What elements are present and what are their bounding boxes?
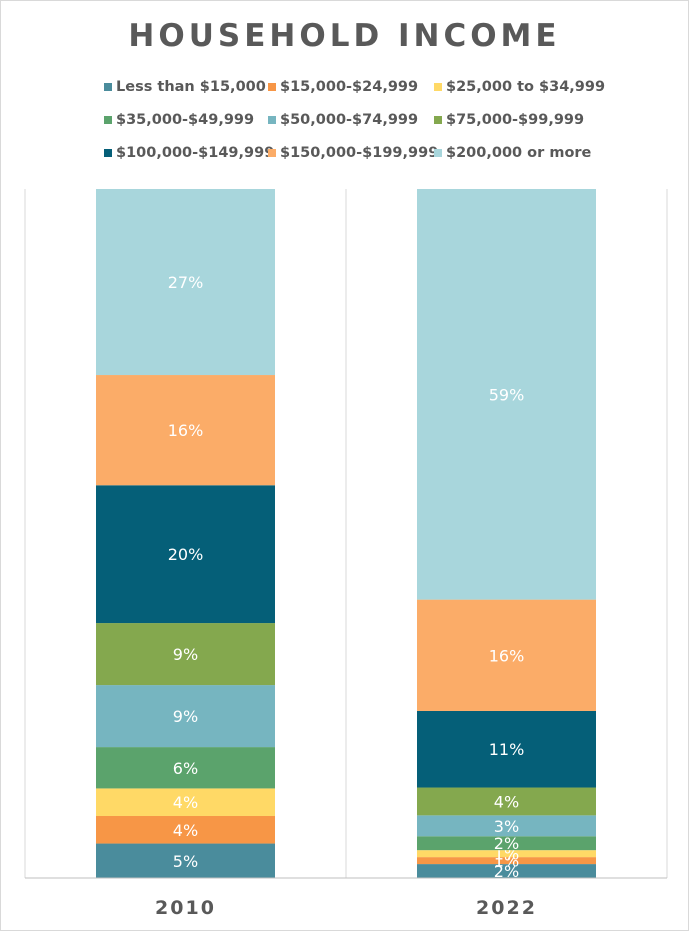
data-label: 11% (489, 740, 525, 759)
legend-item: $150,000-$199,999 (268, 145, 438, 161)
bar-segment (96, 623, 275, 686)
legend-item: $35,000-$49,999 (104, 112, 254, 128)
category-label: 2022 (476, 897, 537, 919)
legend-swatch (268, 83, 276, 91)
data-label: 9% (173, 645, 198, 664)
legend-item: Less than $15,000 (104, 79, 266, 95)
legend-item: $75,000-$99,999 (434, 112, 584, 128)
legend-label: $100,000-$149,999 (116, 145, 275, 161)
legend-swatch (104, 116, 112, 124)
data-label: 2% (494, 862, 519, 881)
data-label: 6% (173, 759, 198, 778)
legend-label: $35,000-$49,999 (116, 112, 255, 128)
legend-item: $15,000-$24,999 (268, 79, 418, 95)
bar-segment (96, 843, 275, 878)
data-label: 59% (489, 385, 525, 404)
legend-swatch (268, 116, 276, 124)
legend-item: $200,000 or more (434, 145, 591, 161)
category-label: 2010 (155, 897, 216, 919)
legend-label: $75,000-$99,999 (446, 112, 585, 128)
chart-legend: Less than $15,000 $15,000-$24,999 $25,000 … (0, 72, 689, 182)
legend-label: $50,000-$74,999 (280, 112, 419, 128)
bar-segment (96, 788, 275, 816)
data-label: 5% (173, 852, 198, 871)
bar-segment (417, 189, 596, 600)
data-label: 16% (168, 421, 204, 440)
legend-swatch (434, 149, 442, 157)
data-label: 2% (494, 834, 519, 853)
data-label: 4% (173, 821, 198, 840)
bar-segment (96, 375, 275, 486)
legend-label: $25,000 to $34,999 (446, 79, 606, 95)
data-label: 27% (168, 273, 204, 292)
data-label: 4% (173, 793, 198, 812)
legend-item: $50,000-$74,999 (268, 112, 418, 128)
legend-label: $200,000 or more (446, 145, 592, 161)
legend-swatch (268, 149, 276, 157)
legend-item: $100,000-$149,999 (104, 145, 274, 161)
legend-swatch (434, 83, 442, 91)
bar-segment (417, 710, 596, 788)
bar-segment (417, 864, 596, 878)
legend-item: $25,000 to $34,999 (434, 79, 605, 95)
bar-segment (96, 485, 275, 624)
bar-segment (417, 836, 596, 851)
bar-segment (96, 815, 275, 844)
data-label: 20% (168, 545, 204, 564)
legend-swatch (104, 83, 112, 91)
data-label: 9% (173, 707, 198, 726)
bar-segment (96, 747, 275, 789)
legend-label: $150,000-$199,999 (280, 145, 439, 161)
legend-swatch (434, 116, 442, 124)
bar-segment (417, 599, 596, 711)
data-label: 4% (494, 792, 519, 811)
bar-segment (96, 685, 275, 748)
bar-segment (417, 815, 596, 837)
bar-segment (417, 850, 596, 858)
data-label: 16% (489, 646, 525, 665)
bar-segment (417, 857, 596, 865)
legend-label: Less than $15,000 (116, 79, 266, 95)
chart-title: HOUSEHOLD INCOME (128, 18, 561, 54)
data-label: 3% (494, 817, 519, 836)
bar-segment (96, 189, 275, 376)
legend-swatch (104, 149, 112, 157)
bar-segment (417, 787, 596, 816)
legend-label: $15,000-$24,999 (280, 79, 419, 95)
